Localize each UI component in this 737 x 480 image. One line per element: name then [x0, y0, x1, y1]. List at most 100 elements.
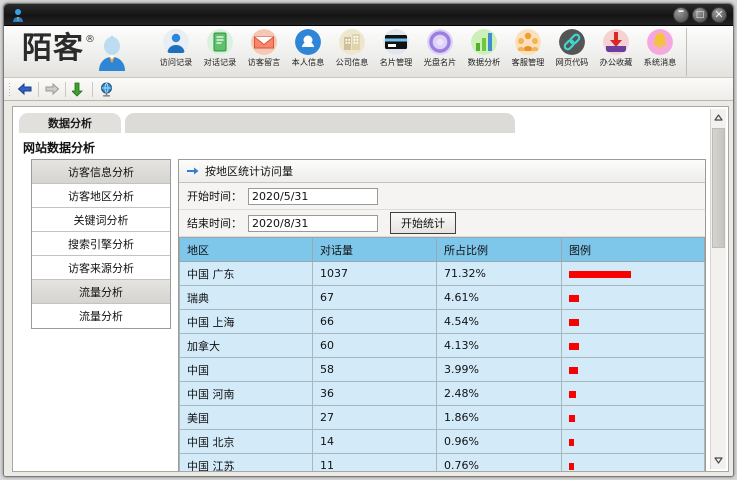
table-body: 中国 广东 1037 71.32% 瑞典 67 4.61% 中国 上海 66 4.54% 加拿大 6…: [179, 261, 705, 471]
start-date-row: 开始时间：: [179, 183, 705, 210]
brand-person-icon: [97, 33, 127, 75]
right-arrow-icon: [187, 166, 199, 176]
proportion-bar: [569, 366, 578, 374]
cell-bar: [561, 261, 705, 286]
cell-count: 58: [312, 357, 437, 382]
table-row[interactable]: 加拿大 60 4.13%: [179, 333, 705, 358]
sidebar-item-3[interactable]: 关键词分析: [32, 208, 170, 232]
toolbar-item-11[interactable]: 办公收藏: [594, 28, 638, 68]
sidebar-item-label: 访客信息分析: [68, 165, 134, 179]
column-header-4[interactable]: 图例: [561, 237, 705, 262]
start-date-input[interactable]: [248, 187, 378, 205]
table-row[interactable]: 中国 河南 36 2.48%: [179, 381, 705, 406]
toolbar-item-10[interactable]: 网页代码: [550, 28, 594, 68]
toolbar-item-label: 光盘名片: [423, 58, 457, 68]
end-date-input[interactable]: [248, 214, 378, 232]
section-header: 按地区统计访问量: [179, 160, 705, 183]
cell-region: 瑞典: [179, 285, 313, 310]
proportion-bar: [569, 438, 574, 446]
table-row[interactable]: 美国 27 1.86%: [179, 405, 705, 430]
toolbar-item-label: 本人信息: [291, 58, 325, 68]
toolbar-item-6[interactable]: 名片管理: [374, 28, 418, 68]
table-row[interactable]: 中国 江苏 11 0.76%: [179, 453, 705, 471]
content-panel: 数据分析 网站数据分析 访客信息分析访客地区分析 关键词分析搜索引擎分析访客来源分…: [4, 102, 733, 476]
cell-percent: 71.32%: [436, 261, 562, 286]
end-date-row: 结束时间： 开始统计: [179, 210, 705, 237]
toolbar-item-8[interactable]: 数据分析: [462, 28, 506, 68]
start-statistics-button[interactable]: 开始统计: [390, 212, 456, 234]
sidebar-item-5[interactable]: 访客来源分析: [32, 256, 170, 280]
minimize-button[interactable]: –: [673, 3, 689, 23]
minimize-icon: –: [677, 3, 685, 19]
toolbar-item-7[interactable]: 光盘名片: [418, 28, 462, 68]
header-band: 陌客 ® 访问记录 对话记录 访客留言 本人信息 公司信息 名片管理 光盘名片 数据分析 客服管…: [4, 26, 733, 78]
scroll-down-arrow-icon[interactable]: [711, 452, 726, 469]
toolbar-item-1[interactable]: 访问记录: [154, 28, 198, 68]
column-header-1[interactable]: 地区: [179, 237, 313, 262]
forward-arrow-icon[interactable]: [41, 80, 63, 99]
proportion-bar: [569, 414, 575, 422]
cell-bar: [561, 405, 705, 430]
cell-bar: [561, 381, 705, 406]
scroll-up-arrow-icon[interactable]: [711, 109, 726, 126]
toolbar-item-label: 系统消息: [643, 58, 677, 68]
close-icon: ✕: [714, 7, 724, 21]
toolbar-item-12[interactable]: 系统消息: [638, 28, 682, 68]
region-statistics-table: 地区 对话量 所占比例 图例 中国 广东 1037 71.32% 瑞典 67 4.61% 中国 上…: [179, 237, 705, 471]
table-row[interactable]: 瑞典 67 4.61%: [179, 285, 705, 310]
table-row[interactable]: 中国 北京 14 0.96%: [179, 429, 705, 454]
close-button[interactable]: ✕: [711, 7, 727, 23]
nav-divider: [38, 81, 39, 97]
start-date-label: 开始时间：: [187, 190, 242, 203]
toolbar-item-label: 网页代码: [555, 58, 589, 68]
toolbar-grip[interactable]: [8, 82, 12, 96]
toolbar-item-2[interactable]: 对话记录: [198, 28, 242, 68]
toolbar-item-3[interactable]: 访客留言: [242, 28, 286, 68]
visitor-message-icon: [251, 29, 277, 55]
home-globe-icon[interactable]: [95, 80, 117, 99]
cell-region: 中国 广东: [179, 261, 313, 286]
cell-bar: [561, 285, 705, 310]
cell-percent: 1.86%: [436, 405, 562, 430]
sidebar-item-6[interactable]: 流量分析: [32, 280, 170, 304]
refresh-icon[interactable]: [68, 80, 90, 99]
column-header-2[interactable]: 对话量: [312, 237, 437, 262]
table-row[interactable]: 中国 58 3.99%: [179, 357, 705, 382]
chat-record-icon: [207, 29, 233, 55]
sidebar-menu: 访客信息分析访客地区分析 关键词分析搜索引擎分析访客来源分析 流量分析 流量分析: [31, 159, 171, 329]
cell-count: 11: [312, 453, 437, 471]
toolbar-item-5[interactable]: 公司信息: [330, 28, 374, 68]
application-window: – □ ✕ 陌客 ® 访问记录 对话记录 访客留言 本人信息 公司信息 名片管理 光盘名片数…: [3, 3, 734, 477]
cell-region: 中国 河南: [179, 381, 313, 406]
maximize-button[interactable]: □: [692, 7, 708, 23]
cell-bar: [561, 333, 705, 358]
sidebar-item-2[interactable]: 访客地区分析: [32, 184, 170, 208]
tab-empty[interactable]: [125, 113, 515, 133]
sidebar-item-1[interactable]: 访客信息分析: [32, 160, 170, 184]
sidebar-item-7[interactable]: 流量分析: [32, 304, 170, 328]
sidebar-item-4[interactable]: 搜索引擎分析: [32, 232, 170, 256]
toolbar-item-9[interactable]: 客服管理: [506, 28, 550, 68]
scrollbar-thumb[interactable]: [712, 128, 725, 248]
vertical-scrollbar[interactable]: [710, 109, 726, 469]
scrollbar-track[interactable]: [711, 126, 726, 452]
cell-percent: 4.61%: [436, 285, 562, 310]
window-controls[interactable]: – □ ✕: [673, 3, 727, 23]
nav-divider: [65, 81, 66, 97]
toolbar-item-label: 对话记录: [203, 58, 237, 68]
tab-data-analysis[interactable]: 数据分析: [19, 113, 121, 133]
column-header-3[interactable]: 所占比例: [436, 237, 562, 262]
page-title: 网站数据分析: [23, 141, 96, 155]
proportion-bar: [569, 342, 579, 350]
cell-percent: 2.48%: [436, 381, 562, 406]
back-arrow-icon[interactable]: [14, 80, 36, 99]
system-message-icon: [647, 29, 673, 55]
table-row[interactable]: 中国 上海 66 4.54%: [179, 309, 705, 334]
cell-bar: [561, 309, 705, 334]
toolbar-item-4[interactable]: 本人信息: [286, 28, 330, 68]
office-favorites-icon: [603, 29, 629, 55]
table-row[interactable]: 中国 广东 1037 71.32%: [179, 261, 705, 286]
cell-percent: 4.13%: [436, 333, 562, 358]
sidebar-item-label: 搜索引擎分析: [68, 237, 134, 251]
